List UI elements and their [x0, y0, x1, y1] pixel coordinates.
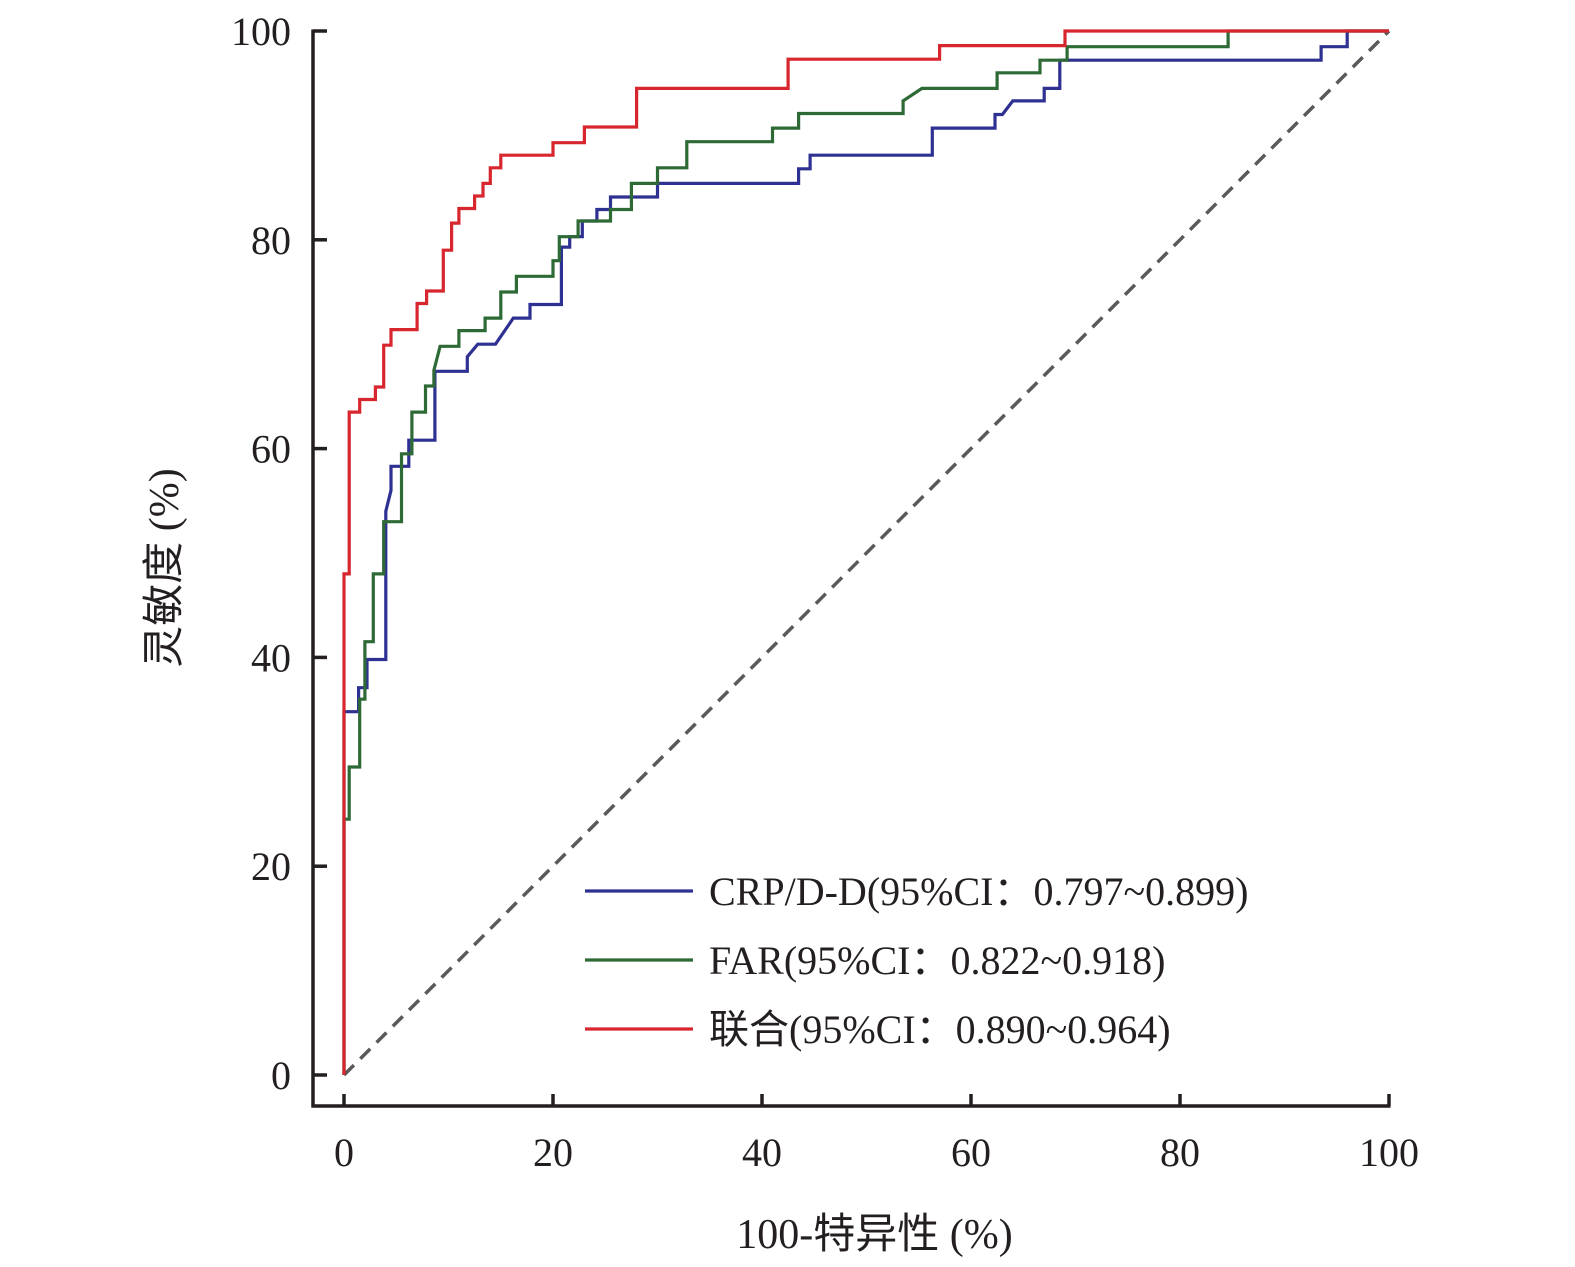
y-axis-title: 灵敏度 (%) — [142, 468, 188, 667]
legend-label-2: 联合(95%CI：0.890~0.964) — [709, 1007, 1171, 1052]
plot-area — [342, 29, 1391, 1077]
x-tick-label: 0 — [334, 1130, 354, 1175]
axes: 0 20 40 60 80 100 0 20 40 60 80 100 — [231, 9, 1419, 1175]
reference-diagonal-line — [342, 29, 1391, 1077]
y-tick-label: 60 — [251, 427, 291, 472]
x-axis-title: 100-特异性 (%) — [736, 1212, 1012, 1258]
y-tick-label: 80 — [251, 218, 291, 263]
roc-curve-series-1 — [342, 29, 1389, 1075]
y-tick-label: 40 — [251, 635, 291, 680]
legend-label-1: FAR(95%CI：0.822~0.918) — [709, 938, 1165, 983]
x-tick-label: 40 — [742, 1130, 782, 1175]
x-tick-label: 20 — [533, 1130, 573, 1175]
x-tick-label: 60 — [951, 1130, 991, 1175]
x-ticks: 0 20 40 60 80 100 — [334, 1094, 1419, 1175]
x-tick-label: 100 — [1359, 1130, 1419, 1175]
roc-curve-series-2 — [342, 29, 1389, 1075]
y-tick-label: 0 — [271, 1053, 291, 1098]
y-tick-label: 100 — [231, 9, 291, 54]
x-tick-label: 80 — [1160, 1130, 1200, 1175]
legend-label-0: CRP/D-D(95%CI：0.797~0.899) — [709, 869, 1248, 914]
y-tick-label: 20 — [251, 844, 291, 889]
roc-curve-series-0 — [342, 29, 1389, 1075]
legend: CRP/D-D(95%CI：0.797~0.899) FAR(95%CI：0.82… — [585, 869, 1248, 1052]
y-ticks: 0 20 40 60 80 100 — [231, 9, 327, 1098]
